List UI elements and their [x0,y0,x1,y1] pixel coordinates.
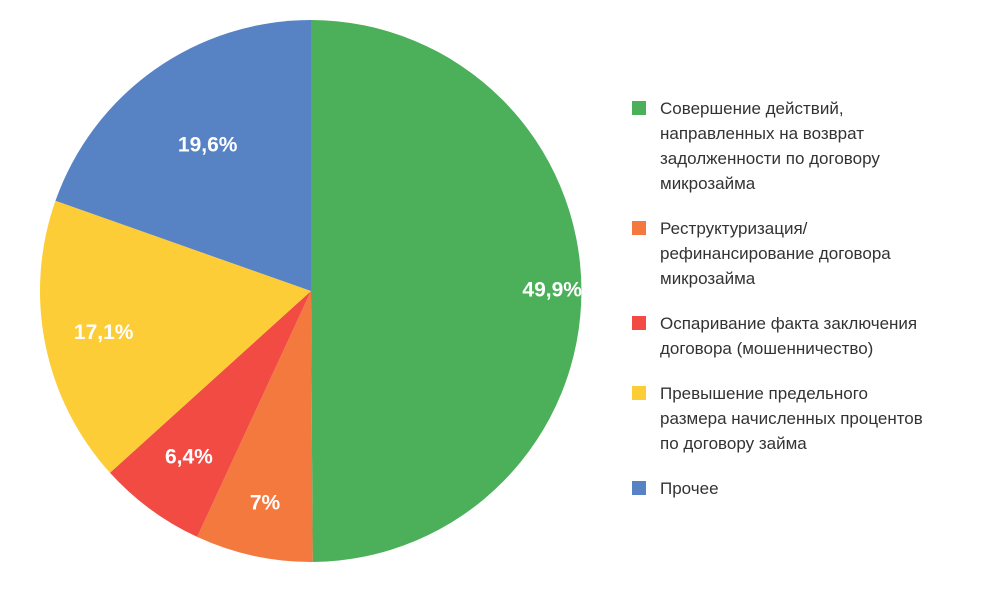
legend-swatch [632,386,646,400]
legend: Совершение действий, направленных на воз… [632,96,982,521]
pie-slice-5 [55,20,312,291]
legend-item-fraud-dispute: Оспаривание факта заключения договора (м… [632,311,982,361]
legend-item-restructuring: Реструктуризация/ рефинансирование догов… [632,216,982,291]
pie-labels: 49,9% 7% 6,4% 17,1% 19,6% [74,134,582,515]
legend-item-debt-collection: Совершение действий, направленных на воз… [632,96,982,196]
slice-label-2: 7% [250,491,281,514]
legend-label: Совершение действий, направленных на воз… [660,99,880,193]
pie-slice-1 [311,20,582,562]
pie-slice-3 [109,291,312,537]
pie-slice-4 [40,200,311,473]
legend-item-other: Прочее [632,476,982,501]
legend-swatch [632,316,646,330]
legend-item-interest-limit: Превышение предельного размера начисленн… [632,381,982,456]
legend-label: Оспаривание факта заключения договора (м… [660,314,918,358]
legend-swatch [632,221,646,235]
slice-label-5: 19,6% [178,134,238,157]
pie-slice-2 [197,291,313,562]
legend-label: Реструктуризация/ рефинансирование догов… [660,219,891,288]
legend-swatch [632,481,646,495]
slice-label-4: 17,1% [74,321,134,344]
legend-swatch [632,101,646,115]
pie-slices [40,20,582,562]
slice-label-3: 6,4% [165,445,213,468]
legend-label: Прочее [660,479,719,498]
pie-chart: 49,9% 7% 6,4% 17,1% 19,6% [40,20,582,562]
legend-label: Превышение предельного размера начисленн… [660,384,923,453]
slice-label-1: 49,9% [522,279,582,302]
